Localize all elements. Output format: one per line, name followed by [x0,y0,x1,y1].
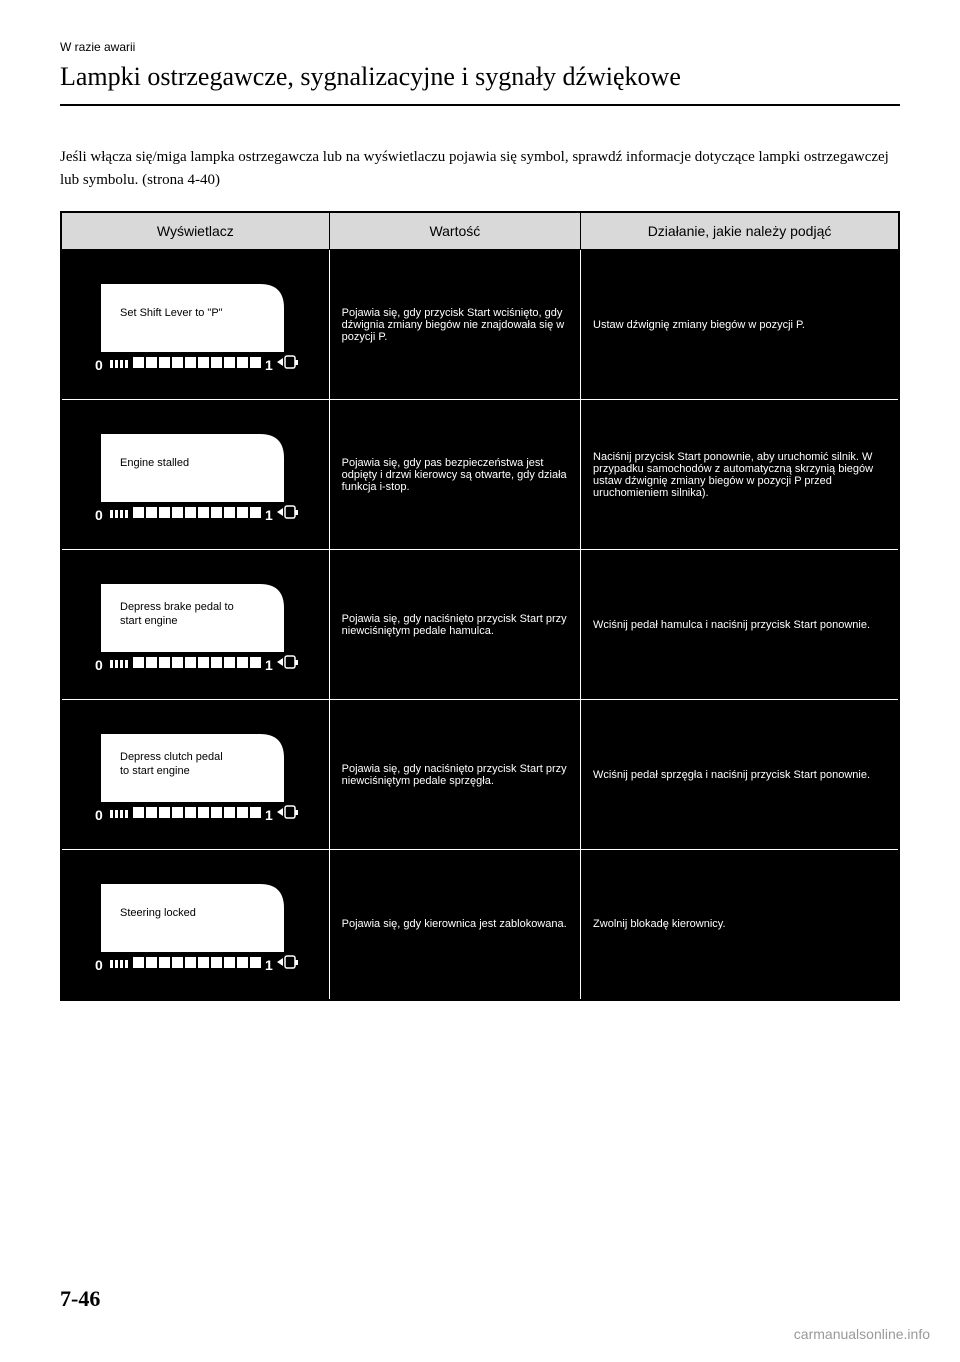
table-row: Engine stalled 0 1 Pojawia się, gdy pas … [61,400,899,550]
svg-text:0: 0 [95,507,103,523]
svg-text:Depress brake pedal to: Depress brake pedal to [120,601,234,613]
display-panel-svg: Steering locked 0 1 [85,868,305,978]
svg-text:Engine stalled: Engine stalled [120,457,189,469]
table-row: Steering locked 0 1 Pojawia się, gdy kie… [61,850,899,1000]
breadcrumb: W razie awarii [60,40,900,54]
action-cell: Wciśnij pedał hamulca i naciśnij przycis… [581,550,899,700]
value-cell: Pojawia się, gdy kierownica jest zabloko… [329,850,580,1000]
table-row: Set Shift Lever to "P" 0 1 Pojawia się, … [61,250,899,400]
warning-table: Wyświetlacz Wartość Działanie, jakie nal… [60,211,900,1001]
display-panel-svg: Depress brake pedal to start engine 0 1 [85,568,305,678]
header-value: Wartość [329,212,580,250]
intro-text: Jeśli włącza się/miga lampka ostrzegawcz… [60,146,900,191]
svg-text:start engine: start engine [120,615,177,627]
action-cell: Ustaw dźwignię zmiany biegów w pozycji P… [581,250,899,400]
action-cell: Wciśnij pedał sprzęgła i naciśnij przyci… [581,700,899,850]
action-cell: Naciśnij przycisk Start ponownie, aby ur… [581,400,899,550]
page-title: Lampki ostrzegawcze, sygnalizacyjne i sy… [60,62,900,106]
header-action: Działanie, jakie należy podjąć [581,212,899,250]
header-section: W razie awarii Lampki ostrzegawcze, sygn… [60,40,900,106]
value-cell: Pojawia się, gdy naciśnięto przycisk Sta… [329,550,580,700]
value-cell: Pojawia się, gdy naciśnięto przycisk Sta… [329,700,580,850]
svg-text:0: 0 [95,657,103,673]
svg-text:1: 1 [265,507,273,523]
svg-text:Depress clutch pedal: Depress clutch pedal [120,751,223,763]
svg-text:to start engine: to start engine [120,765,190,777]
svg-text:Set Shift Lever to "P": Set Shift Lever to "P" [120,307,223,319]
svg-text:1: 1 [265,357,273,373]
svg-text:0: 0 [95,807,103,823]
svg-text:0: 0 [95,957,103,973]
value-cell: Pojawia się, gdy pas bezpieczeństwa jest… [329,400,580,550]
svg-text:1: 1 [265,807,273,823]
table-row: Depress brake pedal to start engine 0 1 P… [61,550,899,700]
svg-text:0: 0 [95,357,103,373]
table-row: Depress clutch pedalto start engine 0 1 … [61,700,899,850]
display-cell: Set Shift Lever to "P" 0 1 [61,250,329,400]
svg-text:Steering locked: Steering locked [120,907,196,919]
value-cell: Pojawia się, gdy przycisk Start wciśnięt… [329,250,580,400]
display-panel-svg: Engine stalled 0 1 [85,418,305,528]
display-cell: Depress brake pedal to start engine 0 1 [61,550,329,700]
header-display: Wyświetlacz [61,212,329,250]
display-cell: Steering locked 0 1 [61,850,329,1000]
display-cell: Engine stalled 0 1 [61,400,329,550]
footer-text: carmanualsonline.info [794,1326,930,1342]
display-panel-svg: Set Shift Lever to "P" 0 1 [85,268,305,378]
svg-text:1: 1 [265,957,273,973]
display-cell: Depress clutch pedal to start engine 0 1 [61,700,329,850]
display-panel-svg: Depress clutch pedal to start engine 0 1 [85,718,305,828]
svg-text:1: 1 [265,657,273,673]
page-number: 7-46 [60,1286,100,1312]
action-cell: Zwolnij blokadę kierownicy. [581,850,899,1000]
table-header-row: Wyświetlacz Wartość Działanie, jakie nal… [61,212,899,250]
